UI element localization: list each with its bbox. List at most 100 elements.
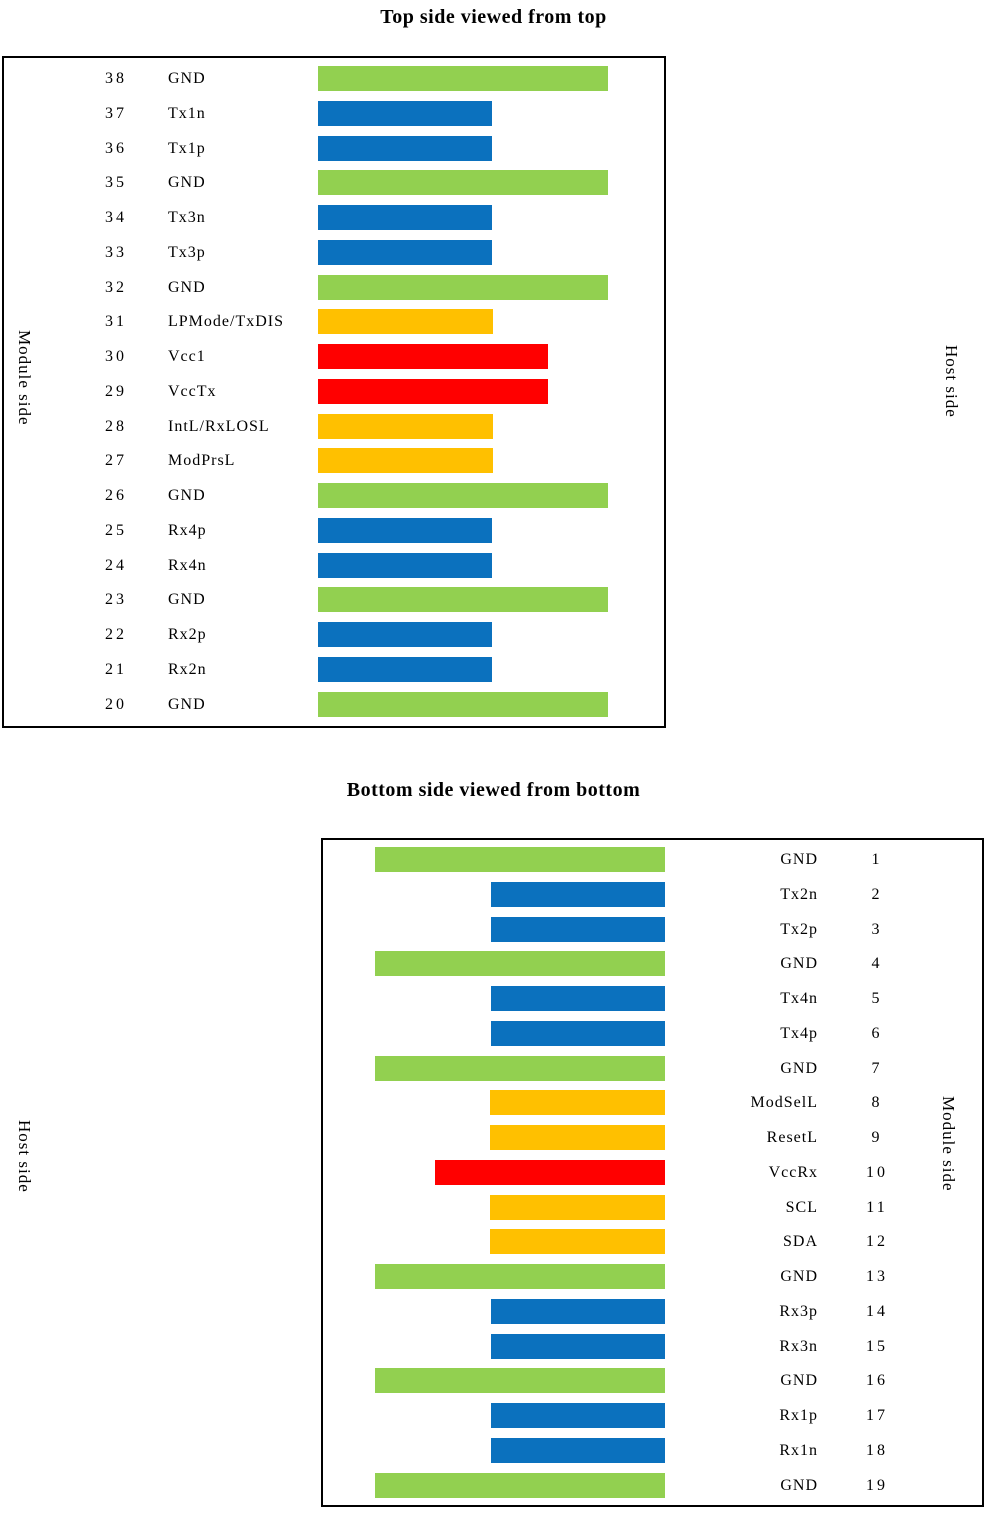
pin-name: GND <box>780 851 818 868</box>
pin-name: ModPrsL <box>168 452 236 470</box>
pin-number: 1 <box>871 851 883 868</box>
pin-name: Tx2p <box>780 920 818 938</box>
pin-name: Rx1p <box>779 1407 818 1424</box>
pin-number: 14 <box>866 1302 888 1320</box>
pin-bar-25 <box>318 517 492 543</box>
pin-bar-35 <box>318 170 608 196</box>
pin-row-29: 29 VccTx <box>4 378 664 404</box>
pin-row-22: 22 Rx2p <box>4 622 664 647</box>
pin-number: 12 <box>866 1233 888 1251</box>
pin-row-15: 15 Rx3n <box>323 1333 982 1359</box>
pin-number: 32 <box>105 278 127 296</box>
pin-bar-11 <box>490 1194 665 1220</box>
pin-name: Tx3p <box>168 243 206 261</box>
bottom-panel-module-side-label: Module side <box>939 1096 958 1192</box>
pin-number: 19 <box>866 1476 888 1494</box>
pin-number: 4 <box>871 955 883 973</box>
pin-row-7: 7 GND <box>323 1055 982 1081</box>
pin-name: Rx2p <box>168 626 207 643</box>
pin-bar-8 <box>490 1090 665 1116</box>
pin-number: 13 <box>866 1268 888 1285</box>
pin-bar-9 <box>490 1125 665 1150</box>
pin-name: Vcc1 <box>168 348 206 365</box>
pin-row-33: 33 Tx3p <box>4 239 664 265</box>
pin-number: 8 <box>871 1094 883 1112</box>
pin-row-38: 38 GND <box>4 66 664 91</box>
top-panel-module-side-label: Module side <box>15 330 34 426</box>
pin-row-19: 19 GND <box>323 1472 982 1498</box>
pin-number: 38 <box>105 70 127 87</box>
pin-bar-4 <box>375 951 665 977</box>
pin-row-36: 36 Tx1p <box>4 135 664 161</box>
pin-row-4: 4 GND <box>323 951 982 977</box>
pin-bar-10 <box>435 1159 665 1185</box>
pin-row-27: 27 ModPrsL <box>4 448 664 474</box>
pin-row-23: 23 GND <box>4 587 664 613</box>
pin-bar-21 <box>318 656 492 682</box>
pin-row-31: 31 LPMode/TxDIS <box>4 309 664 335</box>
pin-number: 21 <box>105 660 127 678</box>
pin-name: SCL <box>785 1198 818 1216</box>
pin-row-35: 35 GND <box>4 170 664 196</box>
pin-name: VccRx <box>768 1163 818 1181</box>
pin-name: ResetL <box>766 1129 818 1146</box>
pin-name: VccTx <box>168 382 217 400</box>
pin-number: 20 <box>105 695 127 713</box>
pin-bar-16 <box>375 1368 665 1394</box>
pin-bar-34 <box>318 205 492 230</box>
pin-number: 27 <box>105 452 127 470</box>
pin-name: SDA <box>782 1233 818 1251</box>
pin-row-1: 1 GND <box>323 847 982 872</box>
pin-bar-29 <box>318 378 548 404</box>
pin-row-8: 8 ModSelL <box>323 1090 982 1116</box>
pin-number: 9 <box>871 1129 883 1146</box>
top-panel-box: 38 GND 37 Tx1n 36 Tx1p 35 GND 34 Tx3n 33 Tx3p 32 GND 3… <box>2 56 666 728</box>
pin-number: 17 <box>866 1407 888 1424</box>
pin-bar-23 <box>318 587 608 613</box>
pin-bar-17 <box>491 1403 665 1428</box>
pin-bar-14 <box>491 1298 665 1324</box>
pin-number: 31 <box>105 313 127 331</box>
pin-row-10: 10 VccRx <box>323 1159 982 1185</box>
pin-name: GND <box>168 278 206 296</box>
pin-name: Rx4p <box>168 521 207 539</box>
pin-row-11: 11 SCL <box>323 1194 982 1220</box>
pin-name: Tx3n <box>168 209 206 226</box>
pin-number: 24 <box>105 556 127 574</box>
pin-row-13: 13 GND <box>323 1264 982 1289</box>
pin-row-18: 18 Rx1n <box>323 1437 982 1463</box>
pin-number: 11 <box>866 1198 888 1216</box>
pin-bar-6 <box>491 1020 665 1046</box>
pin-row-28: 28 IntL/RxLOSL <box>4 413 664 439</box>
pin-row-37: 37 Tx1n <box>4 100 664 126</box>
pin-row-3: 3 Tx2p <box>323 916 982 942</box>
pin-bar-33 <box>318 239 492 265</box>
pin-row-20: 20 GND <box>4 691 664 717</box>
pin-name: GND <box>168 695 206 713</box>
pin-name: Tx4n <box>780 990 818 1007</box>
pin-name: Rx3n <box>779 1337 818 1355</box>
pin-number: 26 <box>105 487 127 504</box>
pin-number: 25 <box>105 521 127 539</box>
pin-bar-27 <box>318 448 493 474</box>
pin-row-6: 6 Tx4p <box>323 1020 982 1046</box>
pin-bar-19 <box>375 1472 665 1498</box>
top-panel-title: Top side viewed from top <box>380 6 607 28</box>
pin-name: GND <box>168 591 206 609</box>
pin-number: 34 <box>105 209 127 226</box>
pin-bar-22 <box>318 622 492 647</box>
pin-row-26: 26 GND <box>4 483 664 508</box>
pin-number: 18 <box>866 1441 888 1459</box>
pin-bar-30 <box>318 344 548 369</box>
pin-bar-18 <box>491 1437 665 1463</box>
pin-row-34: 34 Tx3n <box>4 205 664 230</box>
pin-row-30: 30 Vcc1 <box>4 344 664 369</box>
pin-number: 33 <box>105 243 127 261</box>
pin-row-14: 14 Rx3p <box>323 1298 982 1324</box>
pin-bar-2 <box>491 881 665 907</box>
pin-number: 37 <box>105 104 127 122</box>
pin-row-12: 12 SDA <box>323 1229 982 1255</box>
pin-name: GND <box>168 487 206 504</box>
pin-name: Tx1n <box>168 104 206 122</box>
